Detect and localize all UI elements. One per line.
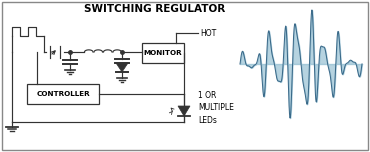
Polygon shape <box>178 106 190 116</box>
FancyBboxPatch shape <box>142 43 184 63</box>
Text: SWITCHING REGULATOR: SWITCHING REGULATOR <box>84 4 226 14</box>
Text: CONTROLLER: CONTROLLER <box>36 91 90 97</box>
FancyBboxPatch shape <box>27 84 99 104</box>
Text: HOT: HOT <box>200 29 216 38</box>
Polygon shape <box>116 63 128 72</box>
Text: 1 OR
MULTIPLE
LEDs: 1 OR MULTIPLE LEDs <box>198 91 234 125</box>
Text: MONITOR: MONITOR <box>144 50 182 56</box>
